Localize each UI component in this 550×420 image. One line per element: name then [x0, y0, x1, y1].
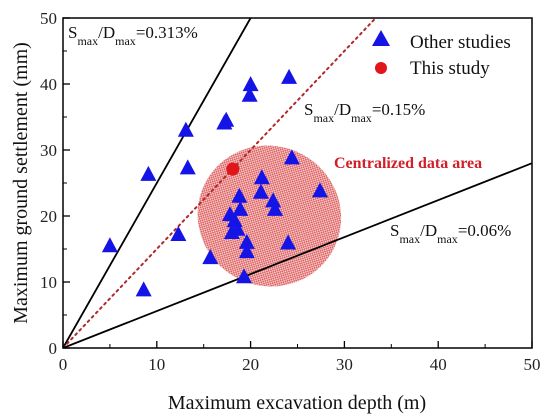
point-other-studies-26 [283, 149, 300, 165]
legend: Other studies This study [372, 30, 511, 79]
ref-label-0313: Smax/Dmax=0.313% [68, 23, 198, 48]
point-other-studies-17 [238, 233, 255, 249]
point-other-studies-20 [252, 183, 269, 199]
point-other-studies-22 [265, 192, 282, 208]
centralized-area-ellipse [197, 145, 342, 287]
reference-lines-layer [63, 18, 532, 348]
data-points-layer [101, 68, 329, 297]
point-other-studies-13 [232, 200, 249, 216]
x-tick-label-0: 0 [59, 355, 68, 374]
point-other-studies-5 [179, 159, 196, 175]
y-tick-label-40: 40 [40, 75, 57, 94]
reference-line-0 [63, 18, 252, 348]
x-tick-label-30: 30 [336, 355, 353, 374]
x-tick-label-20: 20 [242, 355, 259, 374]
ref-label-015: Smax/Dmax=0.15% [304, 100, 425, 125]
point-other-studies-12 [229, 220, 246, 236]
legend-circle-marker [375, 62, 387, 74]
point-other-studies-16 [238, 243, 255, 259]
point-other-studies-15 [236, 268, 253, 284]
legend-label-other-studies: Other studies [410, 32, 511, 53]
point-other-studies-23 [266, 200, 283, 216]
legend-triangle-marker [372, 30, 390, 46]
point-other-studies-18 [241, 86, 258, 102]
point-other-studies-1 [135, 281, 152, 297]
point-other-studies-8 [218, 111, 235, 127]
point-other-studies-4 [177, 121, 194, 137]
y-tick-label-10: 10 [40, 273, 57, 292]
point-other-studies-27 [312, 182, 329, 198]
x-tick-label-50: 50 [524, 355, 541, 374]
centralized-area-annotation: Centralized data area [334, 155, 482, 172]
x-tick-label-10: 10 [148, 355, 165, 374]
y-tick-label-30: 30 [40, 141, 57, 160]
point-this-study-0 [226, 162, 240, 176]
legend-label-this-study: This study [410, 58, 490, 79]
point-other-studies-0 [101, 237, 118, 253]
x-tick-label-40: 40 [430, 355, 447, 374]
reference-line-2 [63, 162, 532, 348]
ref-label-006: Smax/Dmax=0.06% [390, 221, 511, 246]
point-other-studies-2 [140, 165, 157, 181]
y-tick-label-50: 50 [40, 9, 57, 28]
point-other-studies-24 [280, 234, 297, 250]
point-other-studies-6 [202, 249, 219, 265]
y-axis-label: Maximum ground settlement (mm) [10, 42, 32, 324]
y-tick-label-0: 0 [49, 339, 58, 358]
x-axis-label: Maximum excavation depth (m) [168, 392, 426, 414]
point-other-studies-3 [170, 225, 187, 241]
reference-line-1 [63, 18, 377, 348]
y-tick-label-20: 20 [40, 207, 57, 226]
point-other-studies-14 [231, 187, 248, 203]
point-other-studies-25 [281, 68, 298, 84]
point-other-studies-21 [253, 169, 270, 185]
axis-ticks-layer: 0 10 20 30 40 50 0 10 20 30 40 50 [40, 9, 541, 374]
centralized-area-ellipse-layer [197, 145, 342, 287]
point-other-studies-19 [242, 76, 259, 92]
